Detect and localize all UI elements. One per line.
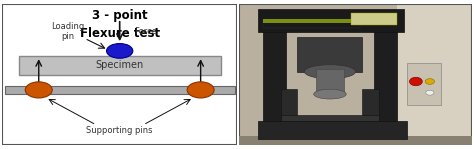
Bar: [374, 14, 397, 138]
Ellipse shape: [426, 90, 434, 95]
Ellipse shape: [314, 89, 346, 99]
Bar: [397, 4, 472, 145]
Bar: [19, 56, 220, 74]
Bar: [258, 9, 404, 32]
Text: Loading
pin: Loading pin: [52, 22, 85, 41]
Ellipse shape: [107, 44, 133, 58]
Bar: [298, 37, 363, 72]
Bar: [316, 69, 344, 94]
Bar: [363, 89, 379, 119]
Ellipse shape: [304, 65, 356, 79]
Bar: [263, 20, 360, 28]
Text: 3 - point: 3 - point: [92, 9, 147, 22]
Ellipse shape: [25, 82, 52, 98]
Text: Force: Force: [134, 27, 157, 36]
Bar: [258, 121, 407, 139]
Ellipse shape: [187, 82, 214, 98]
Bar: [407, 63, 441, 105]
Bar: [263, 14, 286, 138]
Bar: [239, 136, 472, 145]
Ellipse shape: [425, 79, 435, 84]
Text: Supporting pins: Supporting pins: [86, 126, 153, 135]
Text: Flexure test: Flexure test: [80, 27, 160, 40]
Bar: [5, 86, 235, 94]
Bar: [263, 19, 360, 23]
Ellipse shape: [410, 77, 422, 86]
Bar: [281, 89, 298, 119]
Bar: [351, 13, 397, 25]
Text: Specimen: Specimen: [96, 60, 144, 70]
Bar: [281, 115, 379, 125]
